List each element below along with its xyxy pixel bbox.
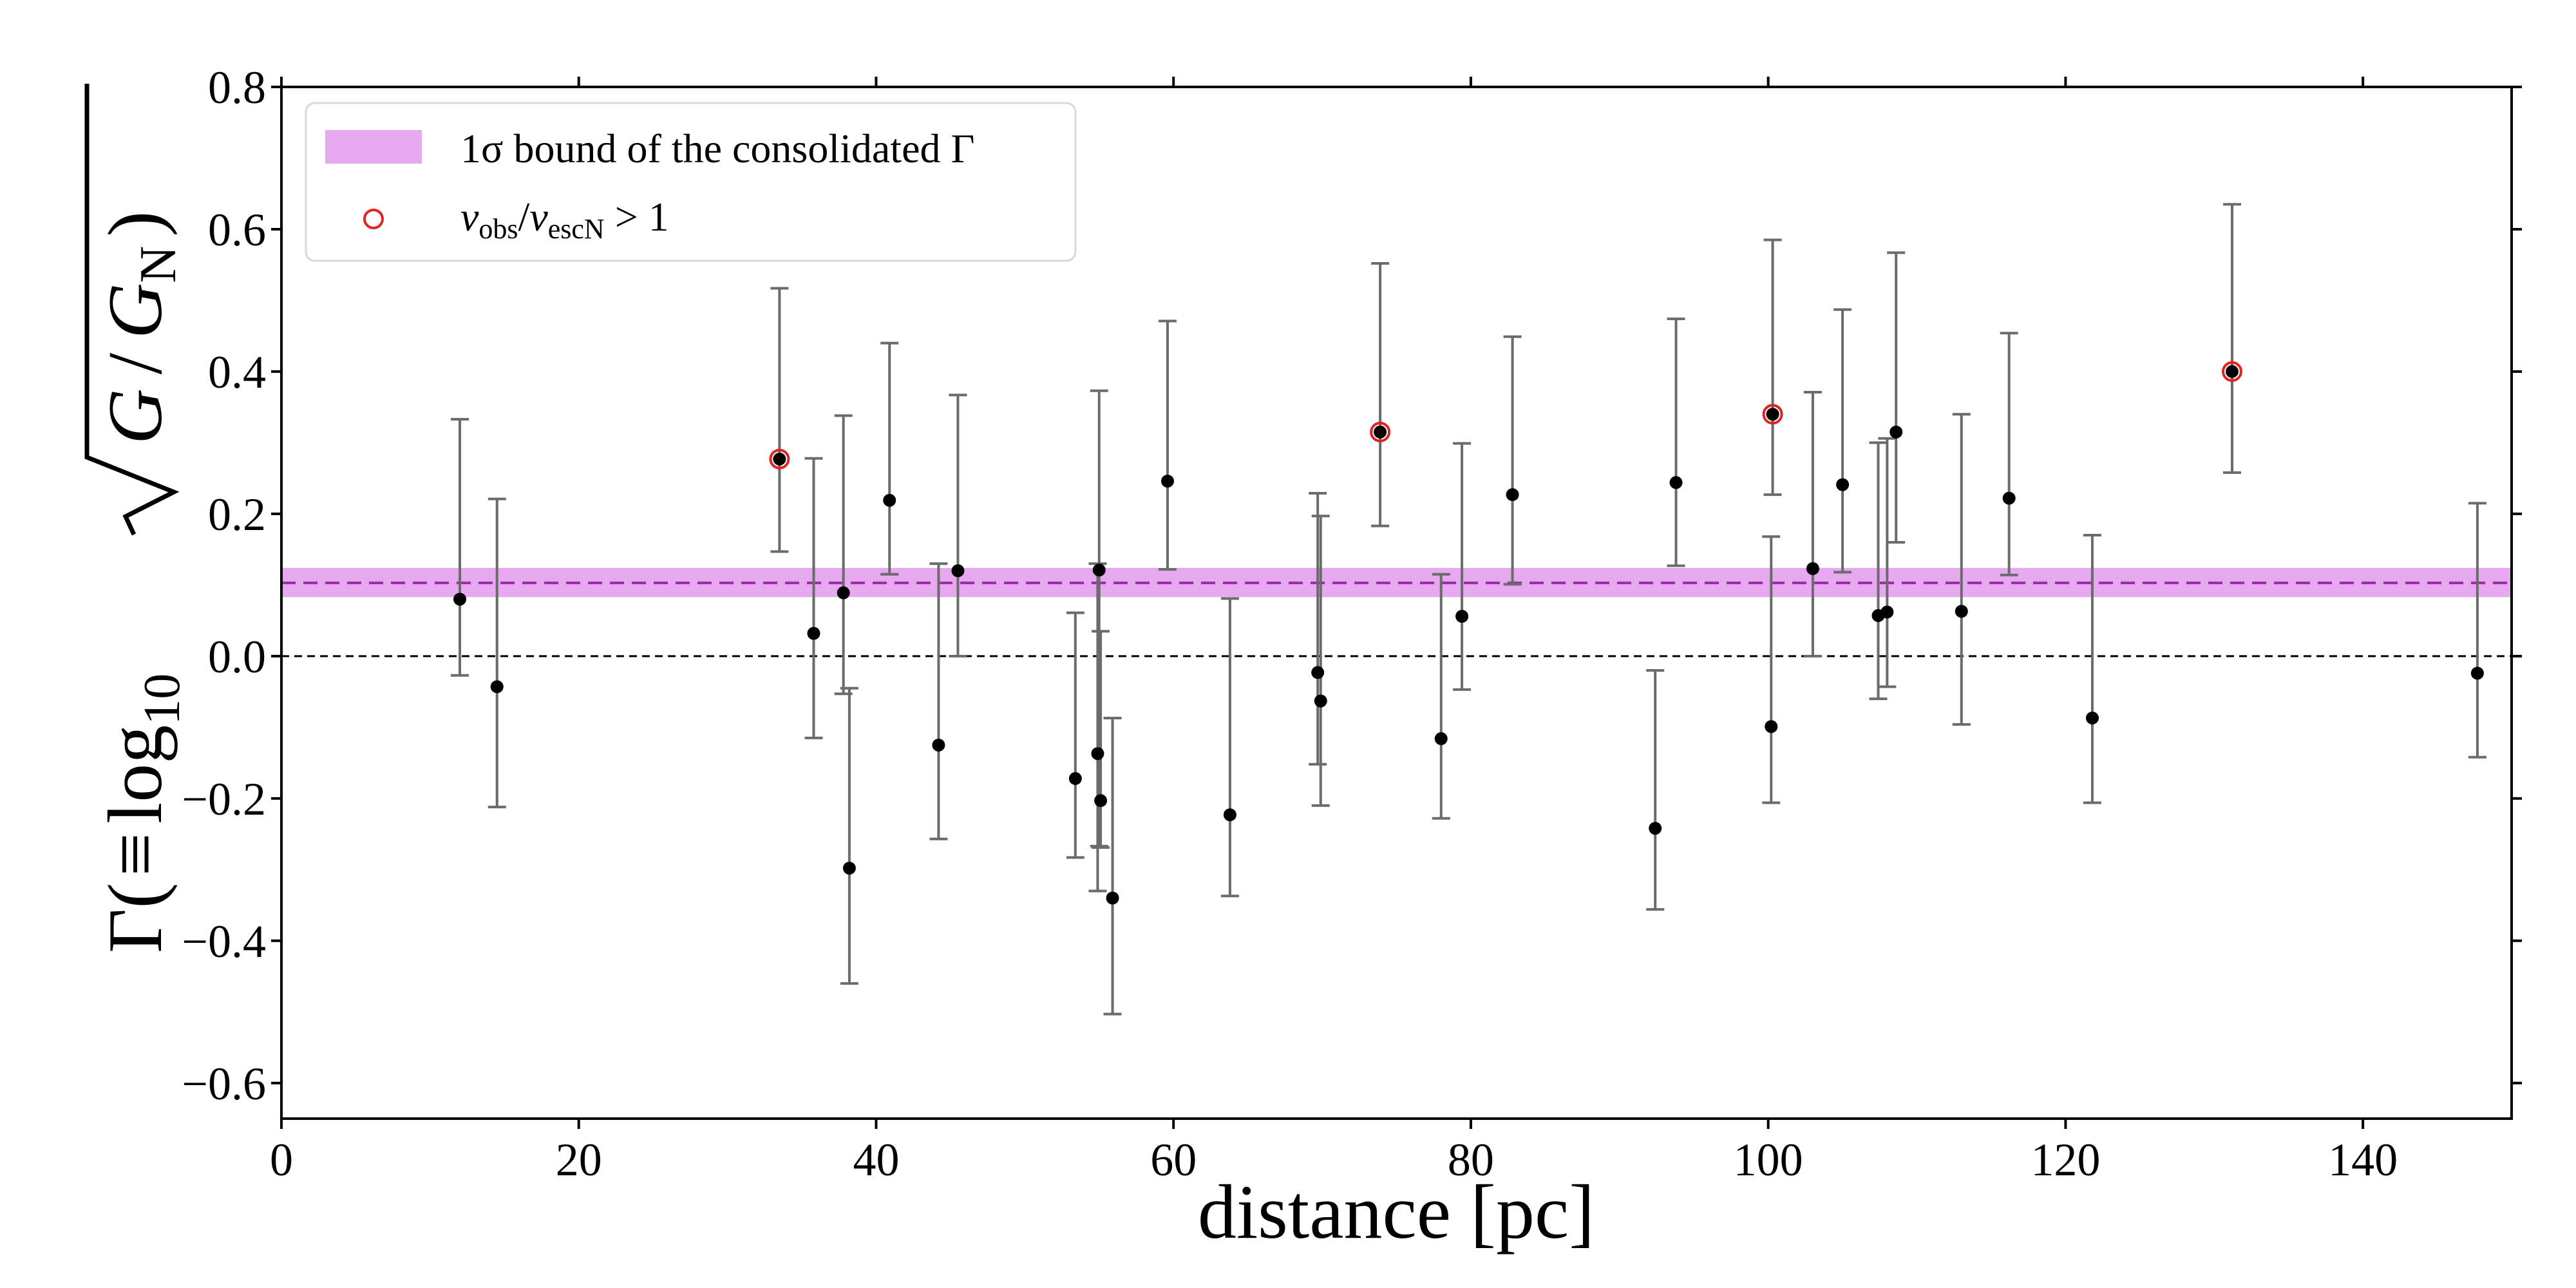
- data-point-5: [842, 862, 856, 875]
- data-point-9: [1068, 772, 1082, 785]
- data-point-10: [1091, 747, 1104, 761]
- y-tick-label-7: 0.8: [208, 62, 266, 113]
- data-point-4: [837, 586, 850, 600]
- legend-highlight-label: vobs/vescN > 1: [460, 194, 669, 245]
- x-axis-ticks: 0 20 40 60 80 100 120 140: [270, 77, 2398, 1186]
- data-point-2: [773, 452, 786, 466]
- data-point-6: [883, 493, 896, 507]
- legend-band-label: 1σ bound of the consolidated Γ: [460, 126, 974, 171]
- x-tick-label-3: 60: [1150, 1134, 1197, 1186]
- data-point-11: [1092, 564, 1106, 577]
- x-tick-label-6: 120: [2031, 1134, 2100, 1186]
- data-point-3: [807, 627, 820, 640]
- data-point-13: [1106, 891, 1119, 905]
- data-point-22: [1649, 822, 1662, 835]
- y-tick-label-4: 0.2: [208, 489, 266, 540]
- highlight-ring-18: [1370, 421, 1391, 442]
- data-point-0: [453, 592, 467, 606]
- highlight-ring-34: [2221, 361, 2242, 382]
- legend-box: [305, 102, 1077, 262]
- y-tick-label-5: 0.4: [208, 346, 266, 398]
- data-point-19: [1434, 732, 1448, 746]
- x-tick-label-4: 80: [1448, 1134, 1494, 1186]
- x-tick-label-1: 20: [556, 1134, 602, 1186]
- x-tick-label-7: 140: [2328, 1134, 2398, 1186]
- y-tick-label-2: −0.2: [182, 773, 266, 825]
- x-tick-label-2: 40: [853, 1134, 899, 1186]
- data-point-16: [1311, 666, 1325, 679]
- data-point-24: [1765, 720, 1778, 734]
- data-point-18: [1374, 425, 1387, 439]
- legend-highlight-marker: [363, 209, 384, 229]
- data-point-34: [2225, 365, 2239, 378]
- data-point-26: [1806, 562, 1819, 575]
- data-point-25: [1766, 408, 1779, 421]
- data-point-8: [951, 564, 965, 578]
- x-axis-title: distance [pc]: [1198, 1169, 1595, 1255]
- data-point-31: [1955, 605, 1968, 618]
- legend-band-swatch: [325, 130, 422, 164]
- data-point-32: [2002, 491, 2016, 505]
- data-point-7: [932, 738, 945, 752]
- legend: 1σ bound of the consolidated Γ vobs/vesc…: [305, 102, 1077, 262]
- data-point-20: [1455, 609, 1469, 623]
- data-point-21: [1506, 488, 1519, 502]
- data-point-1: [490, 680, 504, 694]
- x-tick-label-5: 100: [1734, 1134, 1803, 1186]
- data-point-29: [1880, 605, 1894, 619]
- highlight-ring-25: [1762, 404, 1783, 425]
- svg-text:Γ(≡log10: Γ(≡log10: [92, 674, 191, 953]
- y-tick-label-1: −0.4: [182, 916, 266, 967]
- errorbar-layer: [451, 203, 2486, 1016]
- data-point-layer: [453, 361, 2484, 905]
- y-axis-title: Γ(≡log10 G/GN): [84, 84, 191, 953]
- highlight-ring-2: [769, 448, 790, 469]
- svg-text:G/GN): G/GN): [92, 211, 187, 444]
- data-point-17: [1314, 694, 1327, 708]
- data-point-30: [1889, 425, 1903, 439]
- data-point-14: [1160, 475, 1174, 488]
- y-axis-ticks: −0.6 −0.4 −0.2 0.0 0.2 0.4 0.6 0.8: [182, 62, 2522, 1110]
- data-point-12: [1094, 794, 1108, 808]
- y-tick-label-6: 0.6: [208, 204, 266, 256]
- sigma-band: [281, 567, 2512, 598]
- data-point-27: [1836, 478, 1850, 491]
- data-point-15: [1223, 808, 1236, 822]
- y-tick-label-3: 0.0: [208, 631, 266, 683]
- sqrt-radical: [84, 84, 180, 536]
- data-point-35: [2470, 667, 2484, 680]
- data-point-33: [2085, 711, 2099, 724]
- data-point-23: [1669, 476, 1683, 489]
- plot-frame: [280, 86, 2513, 1120]
- y-tick-label-0: −0.6: [182, 1058, 266, 1110]
- sigma-band-layer: [281, 567, 2512, 598]
- x-tick-label-0: 0: [270, 1134, 293, 1186]
